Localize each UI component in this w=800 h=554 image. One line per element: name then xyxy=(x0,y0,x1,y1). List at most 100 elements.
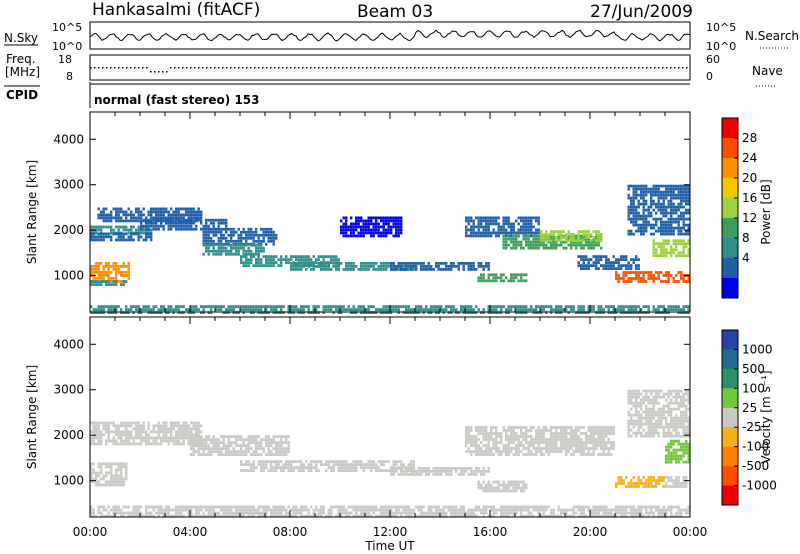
freq-point xyxy=(518,67,520,69)
freq-point xyxy=(426,67,428,69)
x-tick-label: 00:00 xyxy=(673,525,708,539)
colorbar-swatch xyxy=(722,178,738,199)
freq-point xyxy=(298,67,300,69)
freq-point xyxy=(418,67,420,69)
freq-point xyxy=(170,67,172,69)
freq-point xyxy=(590,67,592,69)
heatmap-region xyxy=(540,230,603,242)
freq-point xyxy=(606,67,608,69)
freq-point xyxy=(502,67,504,69)
freq-point xyxy=(410,67,412,69)
freq-point xyxy=(302,67,304,69)
freq-point xyxy=(326,67,328,69)
freq-point xyxy=(366,67,368,69)
freq-point xyxy=(522,67,524,69)
heatmap-region xyxy=(627,389,690,438)
x-axis-label: Time UT xyxy=(364,539,415,553)
freq-point xyxy=(330,67,332,69)
freq-point xyxy=(618,67,620,69)
freq-point xyxy=(370,67,372,69)
chart-title: Hankasalmi (fitACF) xyxy=(92,0,260,20)
colorbar-swatch xyxy=(722,238,738,259)
power-heatmap xyxy=(90,184,690,314)
freq-point xyxy=(470,67,472,69)
colorbar-tick-label: -100 xyxy=(742,440,769,454)
freq-point xyxy=(446,67,448,69)
colorbar-swatch xyxy=(722,349,738,370)
freq-point xyxy=(666,67,668,69)
freq-point xyxy=(634,67,636,69)
heatmap-region xyxy=(390,262,490,271)
heatmap-region xyxy=(97,207,203,223)
freq-point xyxy=(114,67,116,69)
velocity-axes: 1000 2000 3000 4000 xyxy=(53,317,691,517)
freq-point xyxy=(642,67,644,69)
freq-point xyxy=(682,67,684,69)
freq-point xyxy=(338,67,340,69)
freq-point xyxy=(474,67,476,69)
freq-point xyxy=(322,67,324,69)
beam-label: Beam 03 xyxy=(357,2,433,22)
freq-point xyxy=(430,67,432,69)
colorbar-tick-label: 4 xyxy=(742,251,750,265)
freq-point xyxy=(594,67,596,69)
freq-point xyxy=(578,67,580,69)
freq-point xyxy=(250,67,252,69)
freq-point xyxy=(278,67,280,69)
colorbar-swatch xyxy=(722,466,738,486)
freq-point xyxy=(598,67,600,69)
freq-point xyxy=(126,67,128,69)
colorbar-swatch xyxy=(722,446,738,467)
nsky-label: N.Sky xyxy=(4,31,38,45)
power-colorbar-title: Power [dB] xyxy=(759,179,773,244)
colorbar-swatch xyxy=(722,388,738,409)
heatmap-region xyxy=(240,460,415,472)
freq-point xyxy=(382,67,384,69)
colorbar-tick-label: 25 xyxy=(742,401,757,415)
freq-point xyxy=(258,67,260,69)
freq-point xyxy=(246,67,248,69)
freq-point xyxy=(386,67,388,69)
heatmap-region xyxy=(577,255,640,270)
cpid-panel: CPID normal (fast stereo) 153 xyxy=(4,82,690,108)
heatmap-region xyxy=(90,421,203,446)
freq-point xyxy=(546,67,548,69)
colorbar-swatch xyxy=(722,407,738,428)
freq-point xyxy=(438,67,440,69)
y-tick-label: 1000 xyxy=(53,474,84,488)
y-tick-label: 4000 xyxy=(53,132,84,146)
power-panel: 1000 2000 3000 4000 Slant Range [km] xyxy=(25,111,691,314)
colorbar-swatch xyxy=(722,158,738,179)
colorbar-tick-label: 28 xyxy=(742,131,757,145)
heatmap-region xyxy=(90,232,153,242)
colorbar-swatch xyxy=(722,118,738,139)
freq-label-bottom: [MHz] xyxy=(5,65,40,79)
freq-point xyxy=(570,67,572,69)
freq-point xyxy=(358,67,360,69)
heatmap-region xyxy=(665,439,690,464)
heatmap-region xyxy=(627,184,690,236)
heatmap-region xyxy=(202,227,278,246)
freq-point xyxy=(238,67,240,69)
freq-point xyxy=(318,67,320,69)
freq-point xyxy=(234,67,236,69)
freq-point xyxy=(222,67,224,69)
freq-point xyxy=(650,67,652,69)
colorbar-tick-label: 16 xyxy=(742,191,757,205)
freq-point xyxy=(402,67,404,69)
x-tick-label: 16:00 xyxy=(473,525,508,539)
freq-point xyxy=(130,67,132,69)
x-tick-label: 00:00 xyxy=(73,525,108,539)
freq-point xyxy=(458,67,460,69)
freq-point xyxy=(494,67,496,69)
freq-point xyxy=(242,67,244,69)
nsky-tick-bottom: 10^0 xyxy=(52,40,82,53)
freq-point xyxy=(662,67,664,69)
freq-point xyxy=(310,67,312,69)
freq-point xyxy=(622,67,624,69)
freq-point xyxy=(194,67,196,69)
freq-point xyxy=(442,67,444,69)
nave-label: Nave xyxy=(752,64,783,78)
freq-point xyxy=(390,67,392,69)
y-tick-label: 2000 xyxy=(53,223,84,237)
